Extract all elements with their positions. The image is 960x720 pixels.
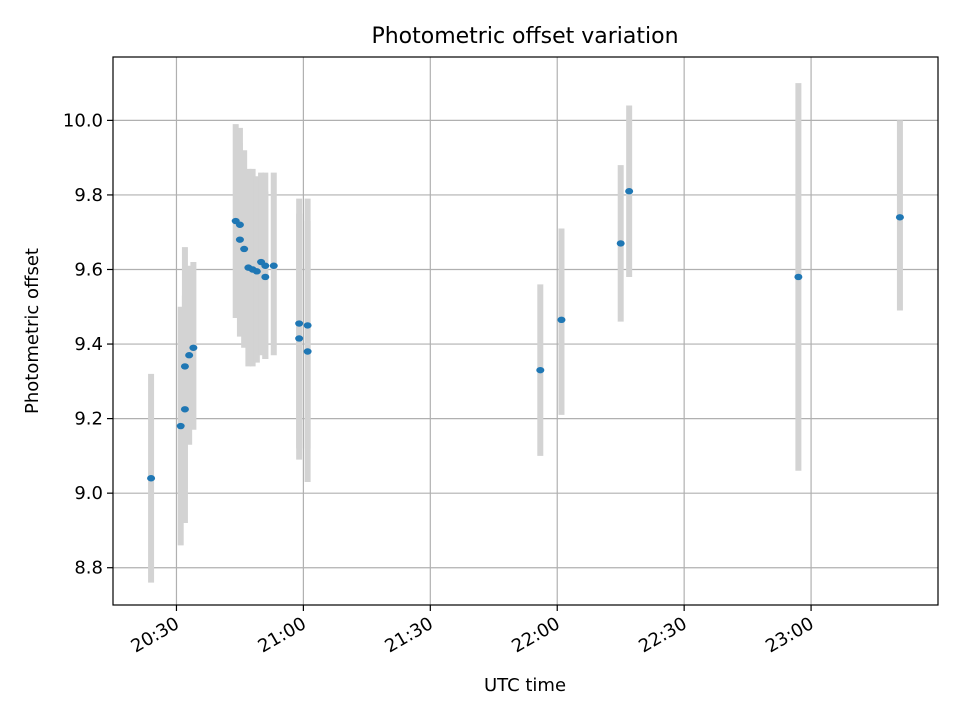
data-point	[261, 273, 270, 281]
data-point	[235, 221, 244, 228]
data-point	[794, 273, 803, 281]
data-point	[303, 322, 312, 329]
data-point	[625, 188, 634, 195]
data-point	[235, 236, 244, 243]
data-point	[240, 245, 249, 253]
plot-area-frame	[112, 56, 939, 606]
y-tick-label: 10.0	[63, 110, 103, 131]
x-axis-label: UTC time	[484, 675, 566, 696]
data-point	[895, 214, 904, 221]
data-point	[295, 335, 304, 342]
data-point	[303, 348, 312, 355]
data-point	[269, 262, 278, 269]
y-tick-label: 9.6	[74, 259, 103, 280]
data-point	[176, 422, 185, 430]
y-tick-label: 9.2	[74, 409, 103, 430]
y-tick-label: 9.4	[74, 334, 103, 355]
chart-title: Photometric offset variation	[371, 24, 678, 49]
data-point	[536, 366, 545, 374]
data-point	[261, 262, 270, 269]
y-axis-ticks: 8.8 9.0 9.2 9.4 9.6 9.8 10.0	[63, 110, 113, 579]
data-point	[616, 240, 625, 247]
data-point	[147, 475, 156, 482]
data-points	[147, 188, 904, 482]
data-point	[557, 316, 566, 324]
data-point	[252, 268, 261, 275]
data-point	[189, 344, 198, 351]
data-point	[180, 363, 189, 370]
y-tick-label: 8.8	[74, 558, 103, 579]
data-point	[185, 352, 194, 359]
data-point	[180, 406, 189, 413]
y-tick-label: 9.8	[74, 185, 103, 206]
y-tick-label: 9.0	[74, 483, 103, 504]
data-point	[295, 320, 304, 327]
y-axis-label: Photometric offset	[22, 248, 43, 414]
